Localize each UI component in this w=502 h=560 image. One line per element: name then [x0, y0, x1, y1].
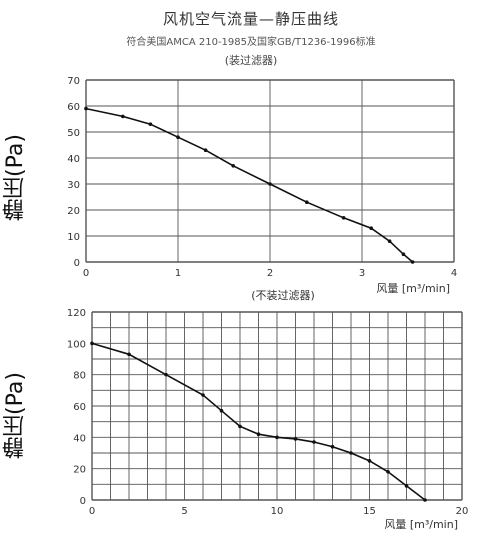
data-point [176, 135, 180, 139]
data-point [90, 341, 94, 346]
data-point [84, 106, 88, 111]
x-tick-label: 5 [181, 506, 187, 517]
y-tick-label: 40 [73, 433, 86, 444]
y-tick-label: 20 [73, 465, 86, 476]
x-tick-label: 3 [359, 268, 365, 279]
data-point [330, 444, 335, 449]
standards-subtitle: 符合美国AMCA 210-1985及国家GB/T1236-1996标准 [126, 37, 376, 48]
y-tick-label: 70 [67, 76, 80, 87]
data-point [148, 122, 153, 126]
chart-title: 风机空气流量—静压曲线 [162, 10, 339, 28]
data-point [367, 459, 372, 463]
filter-subtitle: (装过滤器) [224, 54, 278, 67]
data-point [349, 451, 353, 455]
x-axis-label: 风量 [m³/min] [376, 282, 450, 295]
filter-subtitle-bottom: (不装过滤器) [251, 289, 315, 302]
x-tick-label: 0 [83, 268, 89, 279]
x-tick-label: 20 [456, 506, 469, 517]
data-point [268, 182, 272, 186]
data-point [369, 226, 374, 230]
y-tick-label: 10 [67, 232, 80, 243]
data-point [164, 372, 168, 377]
x-axis-label: 风量 [m³/min] [384, 518, 458, 531]
data-point [410, 260, 415, 264]
data-point [404, 484, 409, 488]
x-tick-label: 2 [267, 268, 273, 279]
data-point [219, 408, 224, 413]
y-tick-label: 40 [67, 154, 80, 165]
data-point [387, 239, 392, 243]
y-tick-label: 50 [67, 128, 80, 139]
data-point [341, 216, 346, 220]
data-point [256, 432, 261, 437]
x-tick-label: 0 [89, 506, 95, 517]
data-point [275, 435, 279, 440]
data-point [231, 164, 235, 168]
x-tick-label: 4 [451, 268, 457, 279]
y-tick-label: 60 [73, 402, 86, 413]
data-point [401, 252, 406, 256]
data-point [423, 498, 427, 502]
series-line [91, 342, 426, 501]
y-tick-label: 30 [67, 180, 80, 191]
x-tick-label: 15 [363, 506, 376, 517]
y-tick-label: 0 [80, 496, 86, 507]
y-tick-label: 60 [67, 102, 80, 113]
data-point [312, 440, 316, 444]
x-tick-label: 1 [175, 268, 181, 279]
data-point [127, 352, 131, 357]
data-point [121, 114, 125, 119]
y-tick-label: 100 [67, 339, 86, 350]
data-point [386, 470, 390, 474]
y-tick-label: 120 [67, 308, 86, 319]
data-point [238, 424, 242, 429]
y-tick-label: 20 [67, 206, 80, 217]
data-point [305, 200, 309, 204]
y-tick-label: 80 [73, 371, 86, 382]
data-point [203, 148, 208, 152]
data-point [201, 393, 205, 397]
y-tick-label: 0 [74, 258, 80, 269]
x-tick-label: 10 [271, 506, 284, 517]
data-point [293, 437, 298, 441]
